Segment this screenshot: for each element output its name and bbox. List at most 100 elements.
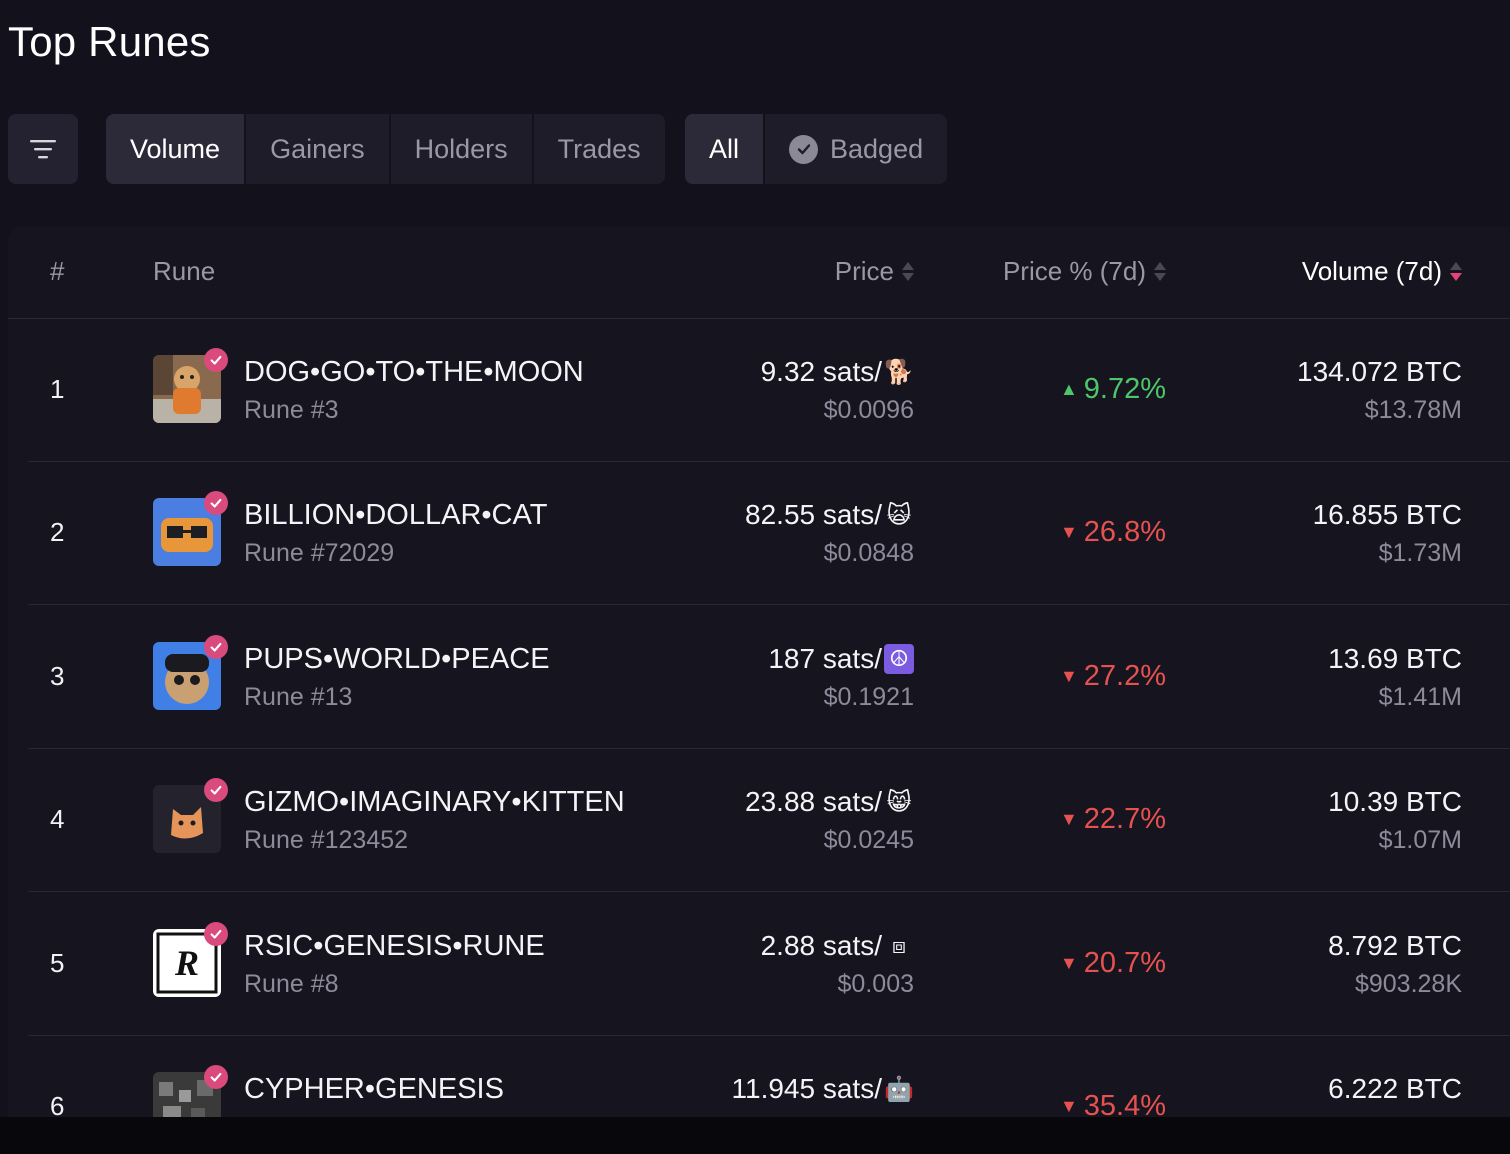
header-volume-label: Volume (7d) [1301, 256, 1442, 286]
price-sats: 187 sats/☮ [768, 643, 914, 675]
rune-name[interactable]: BILLION•DOLLAR•CAT [244, 499, 548, 531]
rune-number: Rune #123452 [244, 826, 409, 854]
arrow-down-icon: ▼ [1059, 953, 1078, 973]
rune-number: Rune #8 [244, 970, 339, 998]
arrow-down-icon: ▼ [1059, 522, 1078, 542]
price-sats-value: 9.32 sats/ [760, 356, 882, 387]
sort-desc-icon [1450, 262, 1462, 281]
arrow-down-icon: ▼ [1059, 1096, 1078, 1116]
robot-symbol-icon: 🤖 [884, 1075, 914, 1103]
price-change: ▼ 20.7% [1060, 947, 1166, 980]
rune-number: Rune #72029 [244, 539, 395, 567]
price-change-value: 27.2% [1083, 660, 1166, 692]
rune-name[interactable]: RSIC•GENESIS•RUNE [244, 930, 545, 962]
volume-btc: 13.69 BTC [1328, 643, 1462, 674]
tab-badged-label: Badged [830, 133, 924, 164]
rune-name[interactable]: PUPS•WORLD•PEACE [244, 643, 550, 675]
verified-badge-icon [204, 778, 228, 802]
header-price[interactable]: Price [835, 256, 914, 287]
price-sats: 11.945 sats/🤖 [732, 1073, 914, 1105]
table-row[interactable]: 1 DOG•GO•TO•THE•MOON Rune #3 9.32 sats/🐕… [28, 318, 1510, 462]
volume-usd: $13.78M [1364, 396, 1462, 424]
row-rank: 5 [50, 948, 65, 978]
scope-tabs: All Badged [685, 114, 948, 184]
runes-table: # Rune Price Price % (7d) Volume (7d) 1 … [8, 226, 1510, 1126]
price-change: ▼ 22.7% [1060, 803, 1166, 836]
rune-thumbnail: R [153, 922, 228, 997]
tab-volume[interactable]: Volume [106, 114, 247, 184]
price-usd: $0.0848 [823, 539, 914, 567]
price-change-value: 20.7% [1083, 947, 1166, 979]
volume-usd: $903.28K [1354, 970, 1462, 998]
volume-usd: $1.41M [1378, 683, 1462, 711]
row-rank: 4 [50, 804, 65, 834]
table-row[interactable]: 3 PUPS•WORLD•PEACE Rune #13 187 sats/☮ $… [28, 605, 1510, 749]
row-rank: 3 [50, 661, 65, 691]
rune-name[interactable]: DOG•GO•TO•THE•MOON [244, 356, 584, 388]
rsic-symbol-icon: ⧈ [892, 933, 906, 958]
sort-arrows-icon [902, 262, 914, 281]
price-sats-value: 2.88 sats/ [760, 930, 882, 961]
volume-btc: 10.39 BTC [1328, 786, 1462, 817]
price-change-value: 22.7% [1083, 803, 1166, 835]
row-rank: 6 [50, 1091, 65, 1121]
kitten-symbol-icon: 😸 [886, 788, 912, 816]
table-header: # Rune Price Price % (7d) Volume (7d) [8, 226, 1510, 319]
row-rank: 2 [50, 517, 65, 547]
arrow-up-icon: ▲ [1059, 379, 1078, 399]
rune-thumbnail [153, 491, 228, 566]
header-rank: # [50, 256, 65, 286]
svg-text:R: R [174, 943, 199, 983]
verified-badge-icon [789, 134, 819, 164]
volume-usd: $1.07M [1378, 826, 1462, 854]
filter-icon [30, 140, 56, 159]
verified-badge-icon [204, 348, 228, 372]
rune-name[interactable]: GIZMO•IMAGINARY•KITTEN [244, 786, 625, 818]
arrow-down-icon: ▼ [1059, 809, 1078, 829]
price-sats: 9.32 sats/🐕 [761, 356, 914, 388]
tab-gainers[interactable]: Gainers [246, 114, 391, 184]
price-change: ▼ 26.8% [1060, 516, 1166, 549]
price-sats-value: 23.88 sats/ [745, 786, 882, 817]
header-price-pct-label: Price % (7d) [1002, 256, 1146, 286]
price-sats-value: 11.945 sats/ [731, 1073, 882, 1104]
price-usd: $0.003 [837, 970, 914, 998]
tab-badged[interactable]: Badged [765, 114, 947, 184]
price-change-value: 9.72% [1083, 373, 1166, 405]
tab-trades[interactable]: Trades [557, 133, 641, 164]
cat-symbol-icon: 🙀 [886, 501, 912, 529]
verified-badge-icon [204, 1065, 228, 1089]
row-rank: 1 [50, 374, 65, 404]
header-price-pct[interactable]: Price % (7d) [1003, 256, 1166, 287]
table-row[interactable]: 5 R RSIC•GENESIS•RUNE Rune #8 2.88 sats/… [28, 892, 1510, 1036]
volume-usd: $1.73M [1378, 539, 1462, 567]
price-change: ▼ 27.2% [1060, 660, 1166, 693]
peace-symbol-icon: ☮ [884, 644, 914, 674]
tab-holders[interactable]: Holders [391, 114, 534, 184]
price-sats: 23.88 sats/😸 [745, 786, 914, 818]
price-sats: 82.55 sats/🙀 [745, 499, 914, 531]
price-sats-value: 82.55 sats/ [745, 499, 882, 530]
verified-badge-icon [204, 635, 228, 659]
volume-btc: 6.222 BTC [1328, 1073, 1462, 1104]
price-change: ▲ 9.72% [1060, 373, 1166, 406]
price-usd: $0.0245 [823, 826, 914, 854]
filter-button[interactable] [8, 114, 78, 184]
table-row[interactable]: 6 CYPHER•GENESIS 11.945 sats/🤖 ▼ 35.4% 6.… [28, 1035, 1510, 1126]
bottom-bar [0, 1117, 1510, 1154]
table-row[interactable]: 2 BILLION•DOLLAR•CAT Rune #72029 82.55 s… [28, 461, 1510, 605]
header-rune: Rune [153, 256, 216, 286]
volume-btc: 8.792 BTC [1328, 930, 1462, 961]
price-change-value: 26.8% [1083, 516, 1166, 548]
verified-badge-icon [204, 491, 228, 515]
header-volume[interactable]: Volume (7d) [1302, 256, 1462, 287]
rune-thumbnail [153, 348, 228, 423]
price-usd: $0.1921 [823, 683, 914, 711]
tab-all[interactable]: All [685, 114, 766, 184]
table-row[interactable]: 4 GIZMO•IMAGINARY•KITTEN Rune #123452 23… [28, 748, 1510, 892]
sort-tabs: Volume Gainers Holders Trades [106, 114, 665, 184]
verified-badge-icon [204, 922, 228, 946]
rune-number: Rune #13 [244, 683, 353, 711]
price-sats-value: 187 sats/ [768, 643, 882, 674]
rune-name[interactable]: CYPHER•GENESIS [244, 1073, 504, 1105]
